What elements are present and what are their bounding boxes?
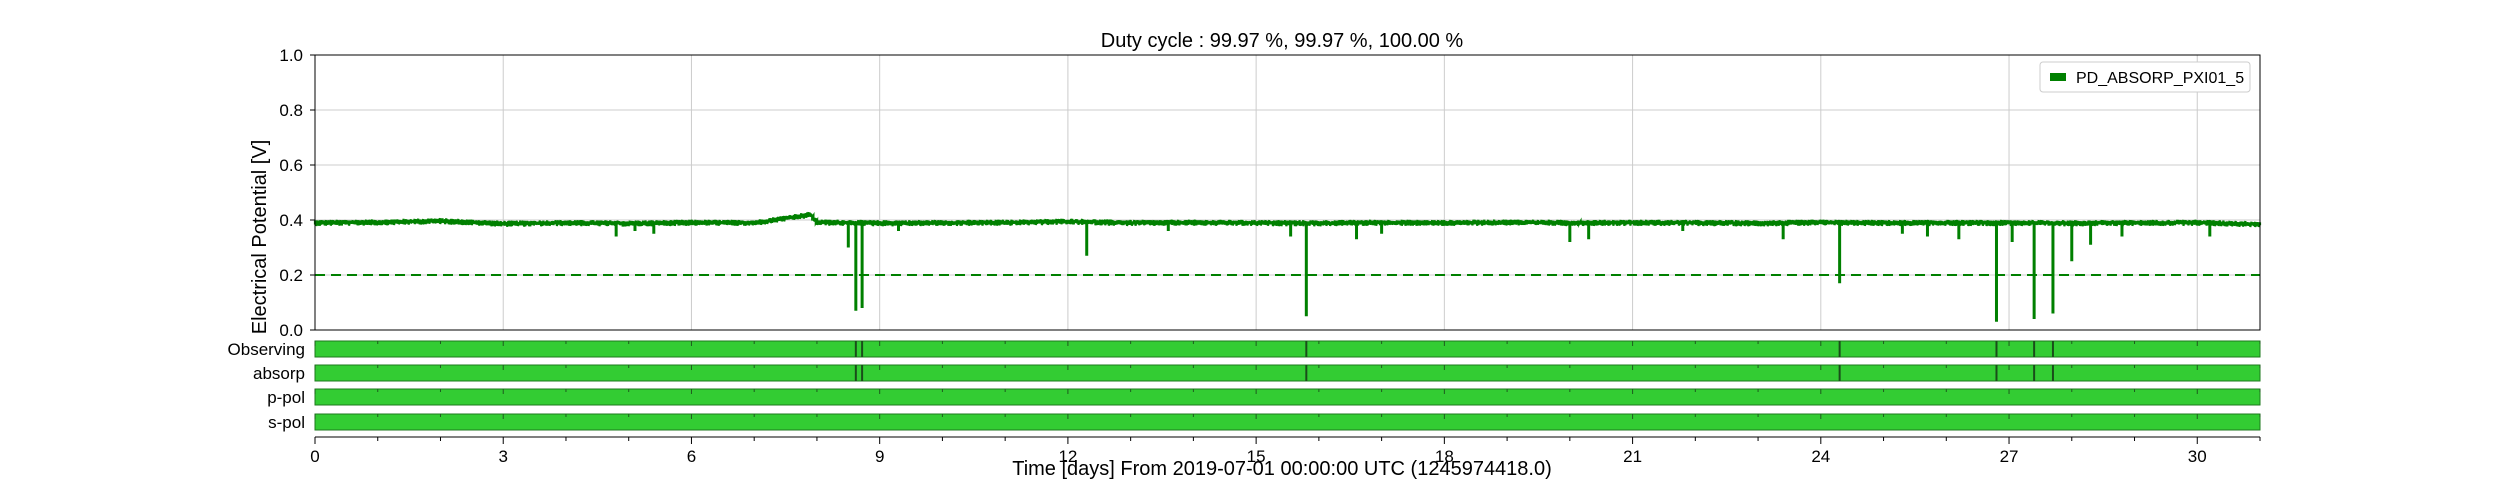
legend-swatch xyxy=(2050,73,2066,81)
state-bar-label: absorp xyxy=(253,364,305,383)
x-tick-label: 0 xyxy=(310,447,319,466)
state-bar xyxy=(314,340,2261,358)
x-tick-label: 21 xyxy=(1623,447,1642,466)
y-tick-label: 0.0 xyxy=(279,321,303,340)
x-tick-label: 18 xyxy=(1435,447,1454,466)
state-bar-label: Observing xyxy=(228,340,305,359)
series-line xyxy=(313,211,2262,228)
state-bar-label: p-pol xyxy=(267,388,305,407)
state-bar xyxy=(314,413,2261,431)
x-axis-label: Time [days] From 2019-07-01 00:00:00 UTC… xyxy=(1012,458,1552,480)
plot-frame xyxy=(314,54,2261,331)
x-tick-label: 12 xyxy=(1058,447,1077,466)
y-axis-label: Electrical Potential [V] xyxy=(249,140,271,335)
x-tick-label: 30 xyxy=(2188,447,2207,466)
plot-area xyxy=(315,55,2260,330)
x-tick-label: 15 xyxy=(1247,447,1266,466)
x-tick-label: 24 xyxy=(1811,447,1830,466)
x-tick-label: 9 xyxy=(875,447,884,466)
y-tick-label: 0.6 xyxy=(279,156,303,175)
x-tick-label: 6 xyxy=(687,447,696,466)
legend-label: PD_ABSORP_PXI01_5 xyxy=(2076,70,2244,87)
x-tick-label: 27 xyxy=(2000,447,2019,466)
y-tick-label: 0.8 xyxy=(279,101,303,120)
state-bar-label: s-pol xyxy=(268,413,305,432)
state-bar xyxy=(314,388,2261,406)
x-tick-label: 3 xyxy=(498,447,507,466)
y-tick-label: 0.2 xyxy=(279,266,303,285)
y-tick-label: 1.0 xyxy=(279,46,303,65)
y-tick-label: 0.4 xyxy=(279,211,303,230)
legend-box xyxy=(2039,61,2251,93)
state-bar xyxy=(314,364,2261,382)
chart-title: Duty cycle : 99.97 %, 99.97 %, 100.00 % xyxy=(1101,30,1464,52)
